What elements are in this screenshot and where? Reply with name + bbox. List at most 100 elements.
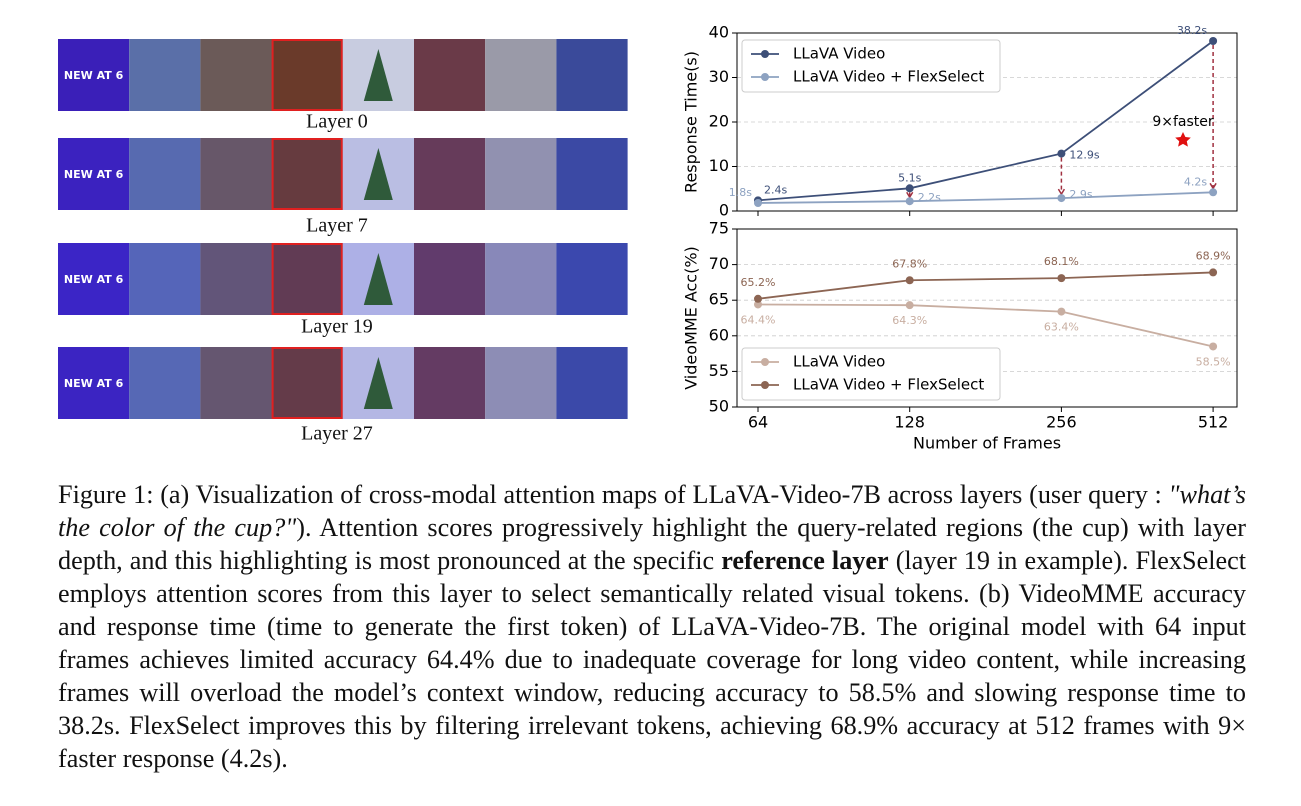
video-frame	[556, 243, 628, 315]
y-tick-label: 50	[709, 397, 729, 416]
legend-box	[741, 347, 1001, 401]
data-label: 68.1%	[1044, 255, 1079, 268]
y-axis-label: VideoMME Acc(%)	[682, 246, 701, 390]
y-axis-label: Response Time(s)	[682, 51, 701, 193]
highlight-frame	[271, 39, 343, 111]
series-line	[757, 303, 1214, 348]
data-point	[905, 197, 914, 206]
data-point	[1209, 188, 1218, 197]
attention-overlay	[485, 138, 557, 210]
video-frame	[271, 347, 343, 419]
data-point	[1057, 149, 1066, 158]
data-label: 63.4%	[1044, 321, 1079, 334]
frame-text: NEW AT 6	[64, 69, 124, 82]
legend-box	[741, 39, 1001, 93]
attention-overlay	[129, 347, 201, 419]
frame-text: NEW AT 6	[64, 168, 124, 181]
highlight-frame	[271, 243, 343, 315]
series-line	[757, 191, 1214, 204]
data-label: 2.4s	[764, 183, 787, 196]
annotation: 9×faster	[1152, 114, 1214, 130]
video-frame	[556, 39, 628, 111]
video-frame	[129, 347, 201, 419]
attention-overlay	[556, 347, 628, 419]
caption-run: Figure 1: (a) Visualization of cross-mod…	[58, 480, 1169, 509]
video-frame	[58, 347, 130, 419]
data-point	[905, 184, 914, 193]
data-point	[754, 198, 762, 207]
data-point	[1209, 37, 1218, 46]
video-frame	[129, 39, 201, 111]
video-frame	[556, 138, 628, 210]
y-tick-label: 20	[709, 112, 729, 131]
attention-overlay	[200, 243, 272, 315]
figure: NEW AT 6 Layer 0 NEW AT 6 Layer 7 NEW AT 6 La…	[58, 23, 1238, 453]
y-tick-label: 75	[709, 219, 729, 238]
legend-label: LLaVA Video	[793, 45, 885, 63]
data-label: 68.9%	[1196, 249, 1231, 262]
data-point	[905, 276, 914, 285]
video-frame	[414, 138, 486, 210]
tree	[363, 357, 393, 409]
video-frame	[58, 243, 130, 315]
video-frame	[58, 39, 130, 111]
data-point	[1209, 342, 1218, 351]
x-tick-label: 128	[894, 413, 925, 432]
attention-overlay	[200, 138, 272, 210]
data-point	[1057, 307, 1066, 316]
attention-overlay	[271, 138, 343, 210]
data-label: 65.2%	[741, 276, 776, 289]
video-frame	[414, 347, 486, 419]
legend-marker	[761, 50, 769, 58]
caption-run: "what’s the color of the cup?"	[58, 480, 1246, 542]
video-frame	[129, 138, 201, 210]
data-point	[1057, 194, 1066, 203]
caption: Figure 1: (a) Visualization of cross-mod…	[58, 478, 1246, 775]
highlight-frame	[271, 138, 343, 210]
highlight-frame	[271, 347, 343, 419]
video-frame	[200, 39, 272, 111]
data-label: 38.2s	[1177, 24, 1207, 37]
data-label: 64.4%	[741, 313, 776, 326]
attention-overlay	[200, 347, 272, 419]
tree	[363, 148, 393, 200]
y-tick-label: 40	[709, 23, 729, 42]
arrow-head	[1057, 188, 1066, 196]
data-point	[905, 301, 914, 310]
data-label: 12.9s	[1069, 149, 1099, 162]
attention-overlay	[556, 243, 628, 315]
legend-marker	[761, 381, 769, 389]
video-frame	[485, 347, 557, 419]
data-label: 5.1s	[898, 171, 921, 184]
layer-label: Layer 7	[306, 215, 368, 237]
caption-run: reference layer	[721, 546, 889, 575]
video-frame	[271, 243, 343, 315]
attention-overlay	[485, 347, 557, 419]
video-frame	[200, 347, 272, 419]
data-label: 2.2s	[918, 191, 941, 204]
data-point	[754, 300, 762, 309]
video-frame	[556, 347, 628, 419]
plot-frame	[736, 228, 1238, 408]
legend-label: LLaVA Video	[793, 353, 885, 371]
data-label: 58.5%	[1196, 355, 1231, 368]
video-frame	[200, 138, 272, 210]
legend-marker	[761, 358, 769, 366]
video-frame	[485, 138, 557, 210]
attention-overlay	[58, 347, 130, 419]
attention-overlay	[58, 243, 130, 315]
legend-marker	[761, 73, 769, 81]
y-tick-label: 65	[709, 290, 729, 309]
video-frame	[58, 138, 130, 210]
attention-overlay	[414, 243, 486, 315]
star	[1175, 132, 1191, 147]
video-frame	[414, 243, 486, 315]
attention-overlay	[58, 138, 130, 210]
tree	[363, 253, 393, 305]
frame-text: NEW AT 6	[64, 273, 124, 286]
attention-overlay	[556, 138, 628, 210]
attention-overlay	[271, 347, 343, 419]
plot-frame	[736, 32, 1238, 212]
attention-overlay	[414, 138, 486, 210]
